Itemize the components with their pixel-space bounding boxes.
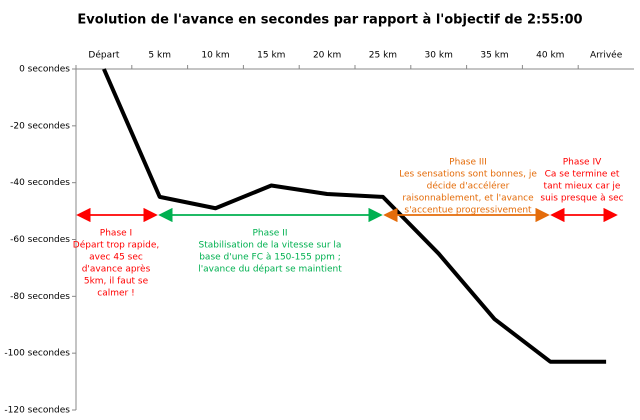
phase-text: Phase III: [449, 158, 487, 168]
phase-text: Ca se termine et: [545, 170, 620, 180]
phase-text: Les sensations sont bonnes, je: [399, 170, 537, 180]
x-tick-label: 25 km: [369, 51, 397, 61]
x-tick-label: 10 km: [201, 51, 229, 61]
x-tick-label: Arrivée: [590, 50, 623, 61]
y-tick-label: -100 secondes: [4, 349, 70, 359]
y-tick-label: -60 secondes: [10, 235, 70, 245]
phase-text: Départ trop rapide,: [73, 240, 159, 251]
x-tick-label: 35 km: [480, 51, 508, 61]
y-tick-label: -80 secondes: [10, 292, 70, 302]
phase-text: d'avance après: [82, 264, 151, 275]
x-tick-label: 40 km: [536, 51, 564, 61]
x-tick-label: 20 km: [313, 51, 341, 61]
phase-text: base d'une FC à 150-155 ppm ;: [199, 253, 341, 263]
phase-text: l'avance du départ se maintient: [198, 264, 342, 275]
y-tick-label: -120 secondes: [4, 406, 70, 416]
phase-text: s'accentue progressivement: [404, 206, 532, 216]
phase-text: tant mieux car je: [544, 182, 621, 192]
chart-title: Evolution de l'avance en secondes par ra…: [77, 13, 582, 28]
phase-text: Stabilisation de la vitesse sur la: [199, 241, 342, 251]
y-tick-label: 0 secondes: [19, 65, 70, 75]
phase-text: raisonnablement, et l'avance: [402, 194, 534, 204]
phase-text: 5km, il faut se: [84, 277, 149, 287]
data-line: [102, 68, 607, 364]
y-tick-label: -40 secondes: [10, 178, 70, 188]
phase-text: avec 45 sec: [89, 253, 143, 263]
phase-text: Phase II: [252, 229, 287, 239]
phase-text: Phase I: [100, 229, 132, 239]
phase-text: suis presque à sec: [540, 194, 623, 204]
x-tick-label: 30 km: [425, 51, 453, 61]
y-tick-label: -20 secondes: [10, 121, 70, 131]
x-tick-label: Départ: [88, 50, 119, 61]
phase-text: Phase IV: [563, 158, 602, 168]
phase-text: décide d'accélérer: [427, 181, 510, 192]
phase-text: calmer !: [97, 289, 134, 299]
x-tick-label: 5 km: [148, 51, 171, 61]
x-tick-label: 15 km: [257, 51, 285, 61]
